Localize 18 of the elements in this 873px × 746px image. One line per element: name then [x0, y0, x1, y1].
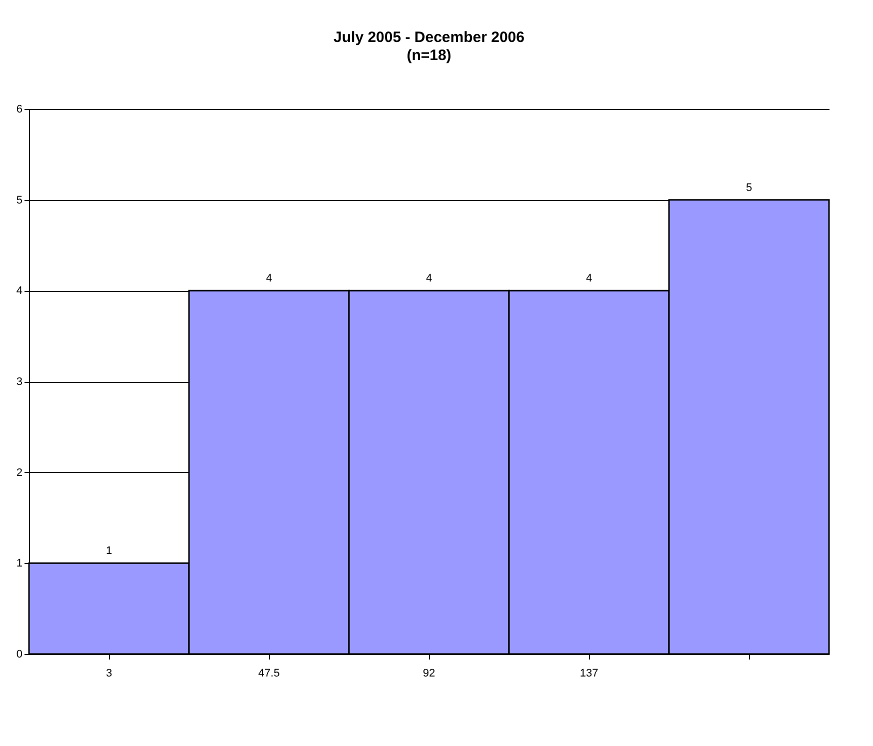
y-tick-label: 6: [16, 104, 22, 116]
data-label: 4: [266, 272, 272, 285]
x-tick-label: 47.5: [258, 668, 280, 680]
y-tick-label: 2: [16, 466, 22, 479]
y-tick-label: 5: [16, 194, 22, 206]
x-tick-label: 137: [580, 668, 598, 680]
data-label: 5: [746, 182, 752, 194]
y-tick-label: 0: [16, 648, 22, 660]
y-tick-label: 1: [16, 558, 22, 570]
x-tick-label: 92: [422, 668, 436, 680]
data-label: 4: [586, 272, 592, 285]
data-label: 1: [106, 545, 112, 558]
data-label: 4: [426, 272, 432, 285]
y-tick-label: 4: [16, 285, 22, 298]
chart-subtitle: (n=18): [406, 47, 452, 64]
y-tick-label: 3: [16, 376, 22, 388]
chart-title: July 2005 - December 2006: [334, 29, 524, 46]
x-tick-label: 3: [106, 668, 112, 680]
